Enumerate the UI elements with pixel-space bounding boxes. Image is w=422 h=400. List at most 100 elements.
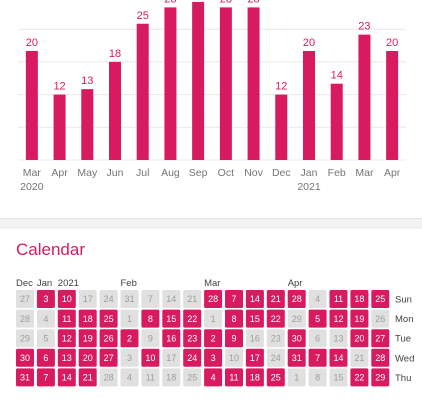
day-cell[interactable] [99, 290, 118, 308]
day-cell[interactable] [204, 309, 223, 328]
day-cell[interactable] [16, 329, 34, 348]
day-cell[interactable] [183, 368, 202, 387]
day-cell-active[interactable] [287, 348, 306, 367]
day-cell[interactable] [308, 368, 327, 387]
day-cell[interactable] [308, 290, 327, 308]
day-cell-active[interactable] [329, 290, 348, 308]
day-cell[interactable] [141, 329, 160, 348]
day-cell[interactable] [141, 368, 160, 387]
day-cell-active[interactable] [287, 329, 306, 348]
day-cell[interactable] [308, 329, 327, 348]
day-cell-active[interactable] [225, 290, 243, 308]
day-cell-active[interactable] [183, 348, 202, 367]
day-cell[interactable] [141, 290, 160, 308]
bar [136, 23, 149, 160]
day-cell-active[interactable] [16, 348, 34, 367]
day-cell[interactable] [371, 309, 390, 328]
day-cell-active[interactable] [266, 290, 285, 308]
day-cell[interactable] [162, 348, 181, 367]
day-cell[interactable] [16, 309, 34, 328]
day-cell-active[interactable] [308, 348, 327, 367]
day-cell-active[interactable] [371, 368, 390, 387]
day-number: 10 [62, 294, 72, 304]
day-cell-active[interactable] [266, 368, 285, 387]
day-cell-active[interactable] [287, 290, 306, 308]
bar [330, 83, 343, 160]
day-cell-active[interactable] [183, 309, 202, 328]
day-cell-active[interactable] [120, 329, 139, 348]
day-cell-active[interactable] [350, 368, 369, 387]
day-cell-active[interactable] [204, 368, 223, 387]
day-cell-active[interactable] [57, 368, 76, 387]
day-cell[interactable] [36, 329, 55, 348]
day-cell-active[interactable] [245, 309, 264, 328]
day-cell[interactable] [120, 309, 139, 328]
day-cell[interactable] [287, 309, 306, 328]
day-cell-active[interactable] [16, 368, 34, 387]
day-cell[interactable] [329, 329, 348, 348]
day-cell[interactable] [162, 290, 181, 308]
day-cell-active[interactable] [266, 309, 285, 328]
day-cell-active[interactable] [99, 329, 118, 348]
day-cell-active[interactable] [371, 348, 390, 367]
day-cell-active[interactable] [99, 348, 118, 367]
day-cell[interactable] [183, 290, 202, 308]
day-cell[interactable] [120, 290, 139, 308]
day-number: 5 [43, 333, 48, 343]
day-cell[interactable] [36, 309, 55, 328]
day-cell-active[interactable] [78, 329, 97, 348]
day-number: 12 [62, 333, 72, 343]
day-cell-active[interactable] [36, 290, 55, 308]
bar [53, 94, 66, 160]
day-cell[interactable] [78, 290, 97, 308]
day-cell[interactable] [245, 329, 264, 348]
day-cell-active[interactable] [308, 309, 327, 328]
day-cell-active[interactable] [141, 309, 160, 328]
day-cell-active[interactable] [36, 368, 55, 387]
day-cell-active[interactable] [99, 309, 118, 328]
day-cell-active[interactable] [225, 309, 243, 328]
day-cell-active[interactable] [204, 329, 223, 348]
day-cell-active[interactable] [245, 348, 264, 367]
day-cell-active[interactable] [57, 290, 76, 308]
day-cell-active[interactable] [78, 368, 97, 387]
day-cell[interactable] [162, 368, 181, 387]
day-cell[interactable] [120, 348, 139, 367]
day-cell-active[interactable] [371, 290, 390, 308]
bar [164, 7, 177, 161]
day-cell-active[interactable] [350, 290, 369, 308]
day-cell-active[interactable] [225, 329, 243, 348]
day-cell-active[interactable] [78, 309, 97, 328]
bar-chart: 20Mar202012Apr13May18Jun25Jul28AugSep28O… [18, 0, 406, 193]
day-cell[interactable] [99, 368, 118, 387]
day-cell-active[interactable] [36, 348, 55, 367]
day-cell-active[interactable] [350, 329, 369, 348]
day-cell-active[interactable] [162, 329, 181, 348]
day-cell[interactable] [266, 329, 285, 348]
day-cell[interactable] [266, 348, 285, 367]
day-cell[interactable] [329, 368, 348, 387]
day-cell-active[interactable] [204, 290, 223, 308]
day-cell-active[interactable] [57, 329, 76, 348]
day-cell-active[interactable] [183, 329, 202, 348]
day-number: 3 [127, 353, 132, 363]
day-cell-active[interactable] [78, 348, 97, 367]
day-cell[interactable] [120, 368, 139, 387]
day-cell[interactable] [16, 290, 34, 308]
day-cell[interactable] [287, 368, 306, 387]
day-cell-active[interactable] [329, 309, 348, 328]
bar [358, 34, 371, 160]
day-cell-active[interactable] [204, 348, 223, 367]
day-cell-active[interactable] [245, 368, 264, 387]
day-cell-active[interactable] [162, 309, 181, 328]
day-cell-active[interactable] [141, 348, 160, 367]
day-cell[interactable] [350, 348, 369, 367]
day-cell-active[interactable] [245, 290, 264, 308]
day-cell-active[interactable] [225, 368, 243, 387]
day-cell-active[interactable] [350, 309, 369, 328]
day-cell-active[interactable] [371, 329, 390, 348]
day-cell-active[interactable] [57, 309, 76, 328]
day-cell-active[interactable] [329, 348, 348, 367]
day-cell[interactable] [225, 348, 243, 367]
day-cell-active[interactable] [57, 348, 76, 367]
